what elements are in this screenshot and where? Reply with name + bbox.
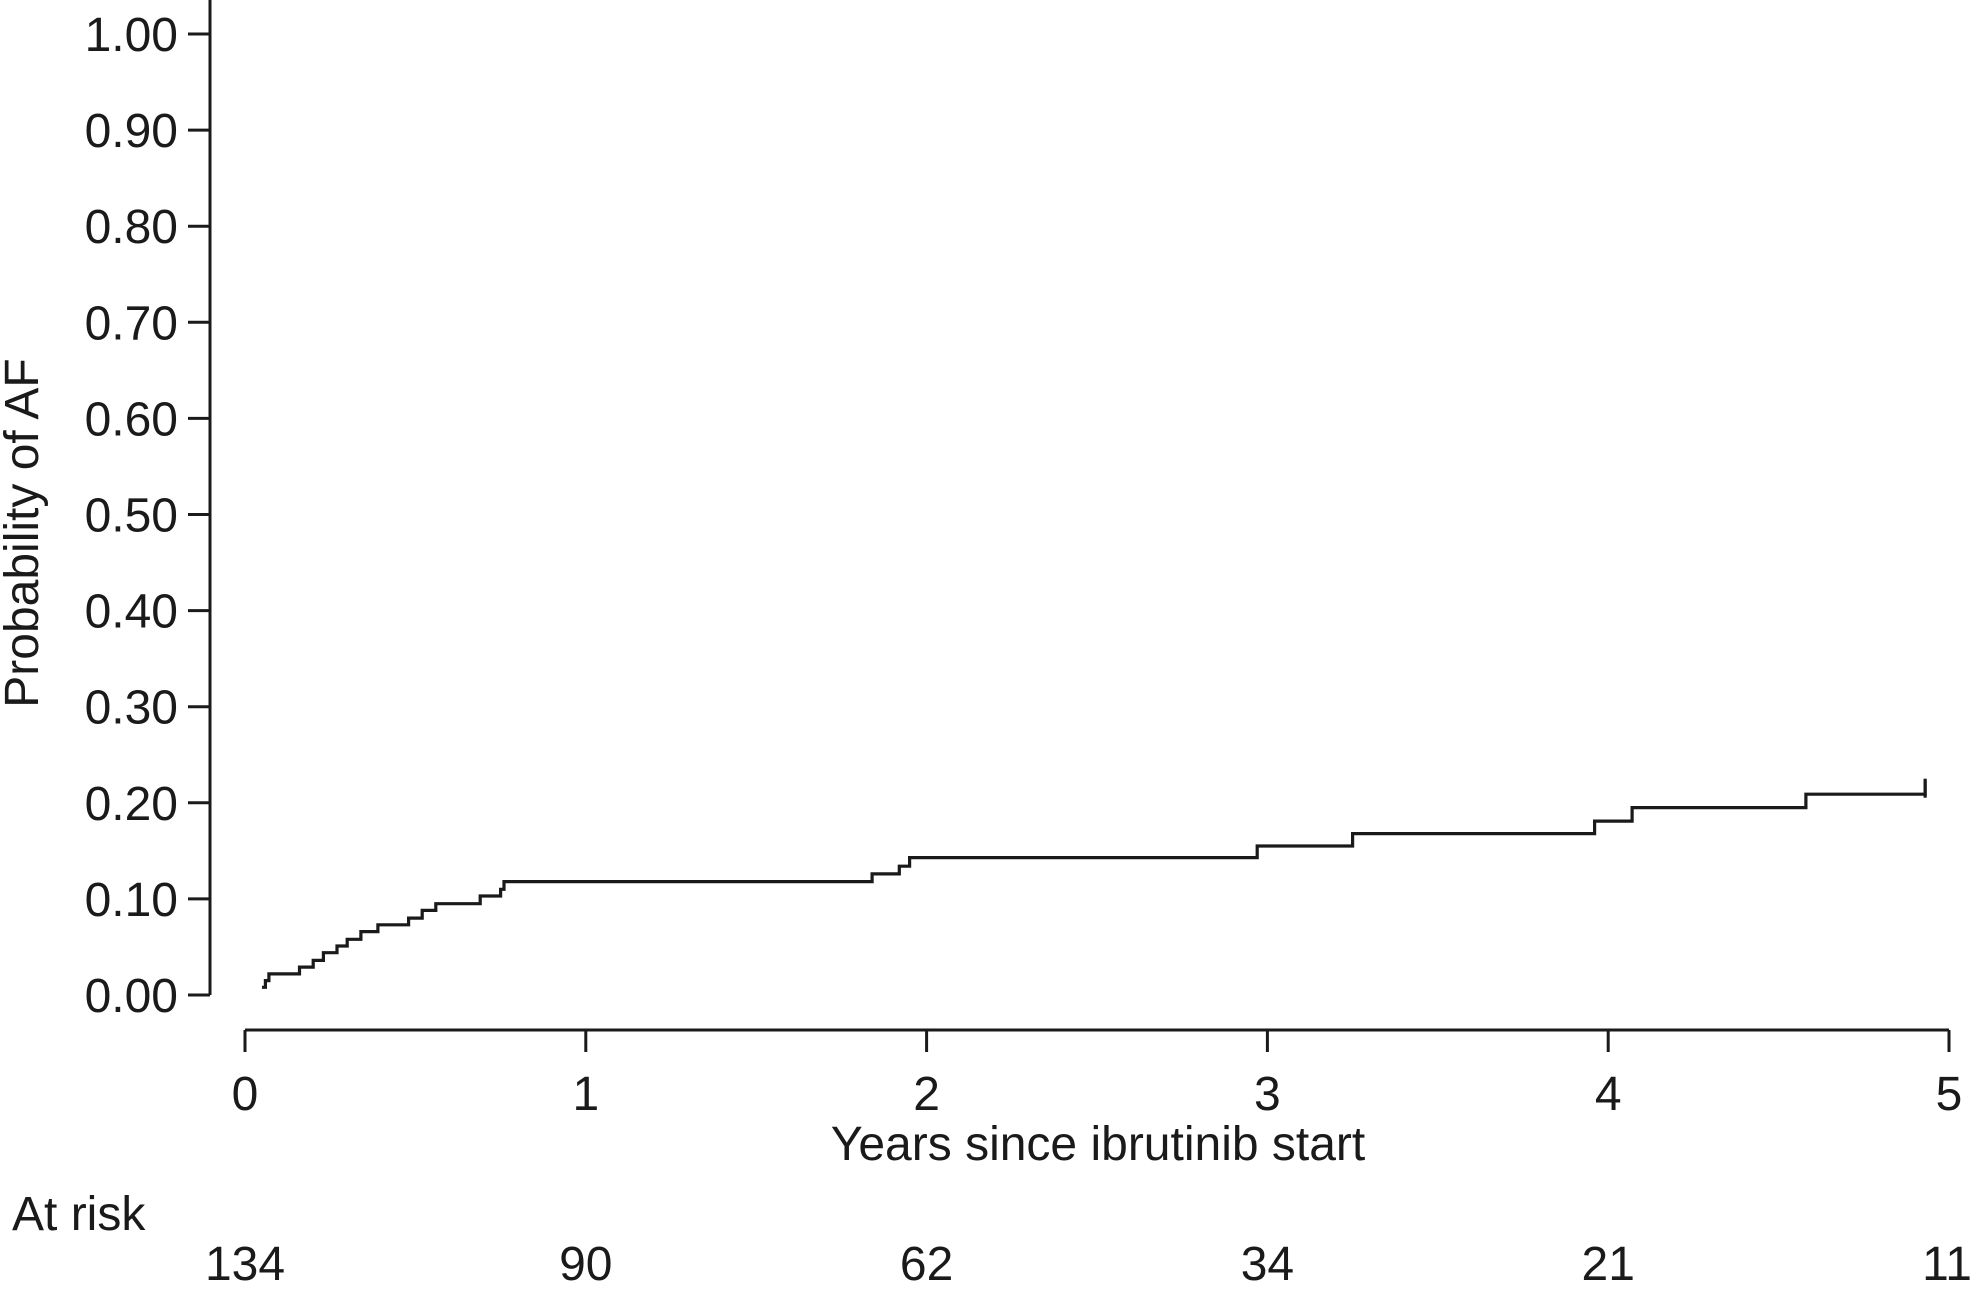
x-tick-label: 0	[232, 1068, 259, 1121]
y-tick-label: 0.20	[85, 778, 178, 831]
at-risk-value: 62	[900, 1238, 953, 1291]
at-risk-value: 134	[205, 1238, 285, 1291]
at-risk-value: 11	[1922, 1238, 1972, 1291]
y-tick-label: 0.90	[85, 105, 178, 158]
y-tick-label: 0.60	[85, 393, 178, 446]
at-risk-value: 90	[559, 1238, 612, 1291]
y-tick-label: 0.40	[85, 586, 178, 639]
x-axis-title: Years since ibrutinib start	[831, 1118, 1366, 1171]
at-risk-row: 134 90 62 34 21 11	[205, 1238, 1972, 1291]
km-step-line	[262, 780, 1927, 989]
y-tick-label: 0.30	[85, 682, 178, 735]
x-tick-label: 4	[1595, 1068, 1622, 1121]
y-tick-label: 0.80	[85, 201, 178, 254]
x-tick-label: 3	[1254, 1068, 1281, 1121]
y-tick-label: 0.10	[85, 874, 178, 927]
plot-axes	[208, 0, 1949, 1032]
x-tick-label: 2	[913, 1068, 940, 1121]
y-tick-label: 0.00	[85, 970, 178, 1023]
at-risk-value: 34	[1241, 1238, 1294, 1291]
y-axis-title: Probability of AF	[0, 358, 49, 708]
x-tick-label: 1	[572, 1068, 599, 1121]
plot-ticks: 0.00 0.10 0.20 0.30 0.40 0.50 0.60 0.70 0.80 0.90…	[85, 9, 1963, 1121]
y-tick-label: 0.70	[85, 297, 178, 350]
at-risk-value: 21	[1582, 1238, 1635, 1291]
plot-series	[262, 778, 1927, 989]
y-tick-label: 1.00	[85, 9, 178, 62]
at-risk-label: At risk	[12, 1188, 146, 1241]
y-tick-label: 0.50	[85, 490, 178, 543]
x-tick-label: 5	[1936, 1068, 1963, 1121]
